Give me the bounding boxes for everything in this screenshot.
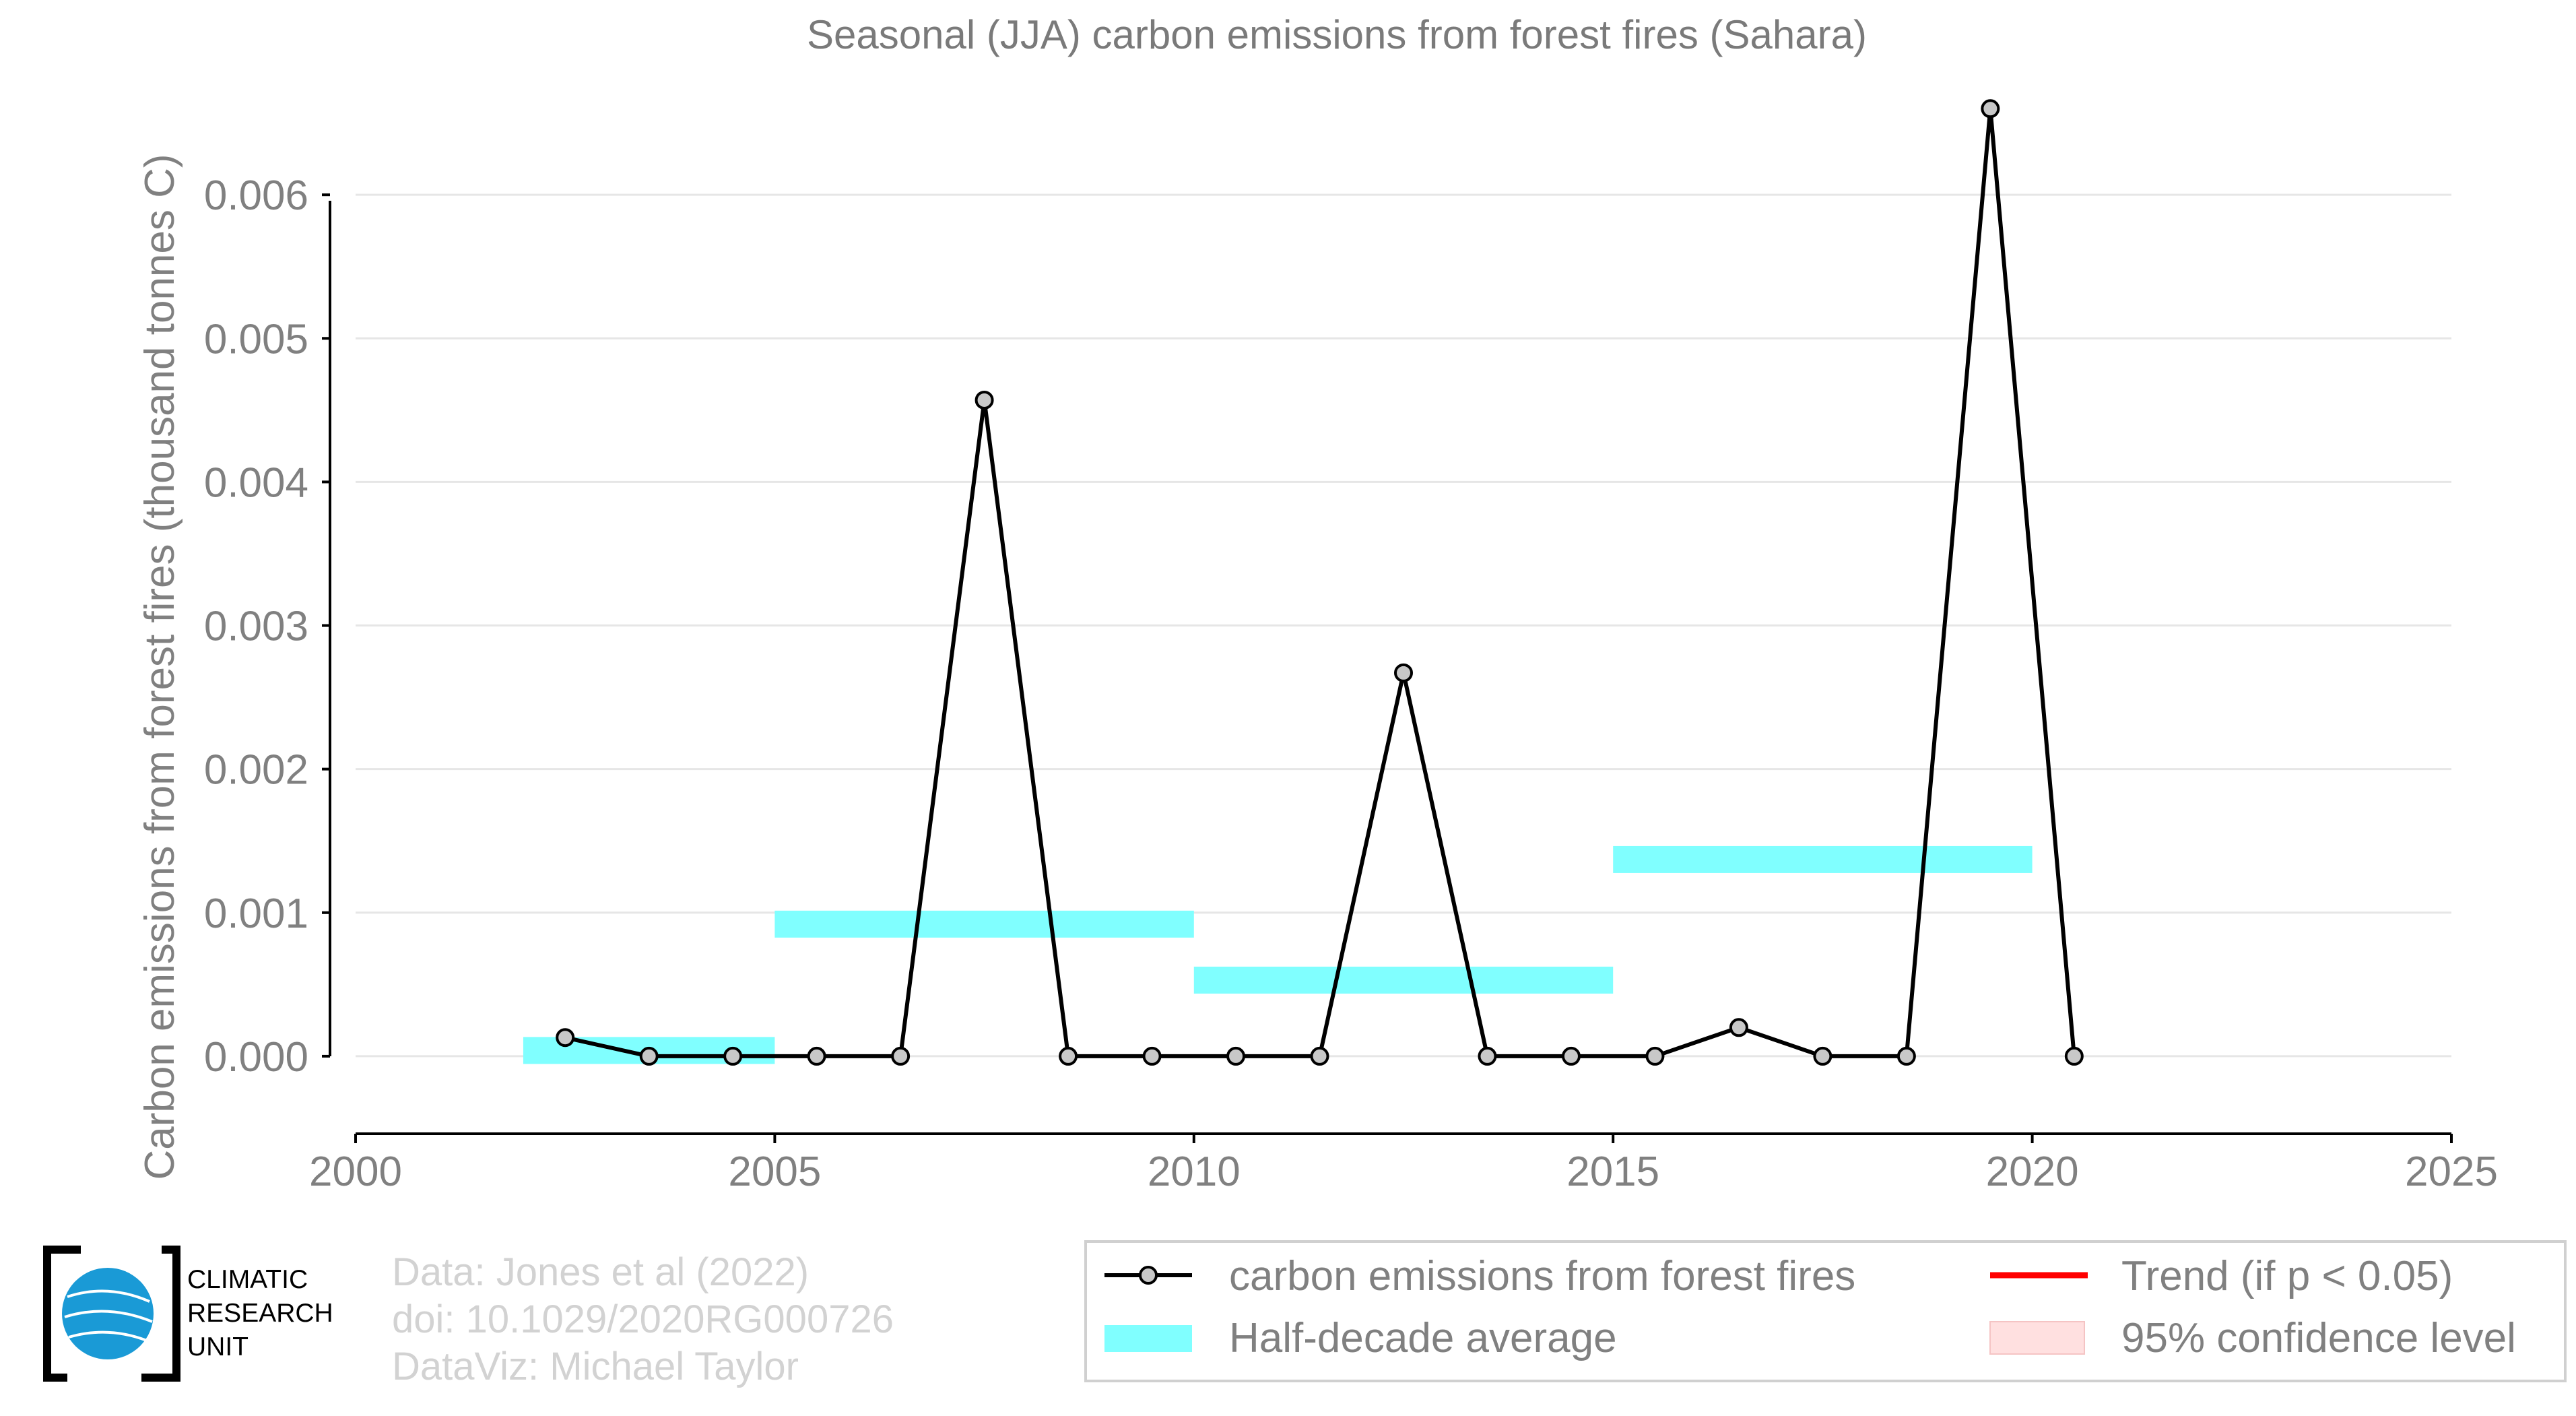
y-tick-label: 0.004 bbox=[204, 459, 308, 506]
legend-label-series: carbon emissions from forest fires bbox=[1229, 1253, 1855, 1299]
data-point bbox=[639, 1046, 659, 1066]
legend-label-trend: Trend (if p < 0.05) bbox=[2121, 1253, 2453, 1299]
chart-title: Seasonal (JJA) carbon emissions from for… bbox=[807, 12, 1867, 57]
half-decade-band bbox=[1613, 845, 2033, 873]
data-point bbox=[1896, 1046, 1916, 1066]
data-point bbox=[2064, 1046, 2084, 1066]
data-point bbox=[891, 1046, 911, 1066]
y-tick-label: 0.000 bbox=[204, 1034, 308, 1081]
logo-line-1: CLIMATIC bbox=[187, 1265, 308, 1294]
x-ticks: 2000 2005 2010 2015 2020 2025 bbox=[309, 1134, 2498, 1195]
half-decade-band bbox=[774, 910, 1194, 938]
logo-line-2: RESEARCH bbox=[187, 1299, 333, 1328]
x-tick-label: 2010 bbox=[1148, 1149, 1241, 1195]
data-point bbox=[1059, 1046, 1078, 1066]
logo-bracket-left bbox=[43, 1246, 81, 1382]
data-point bbox=[1478, 1046, 1497, 1066]
data-point bbox=[1729, 1018, 1748, 1037]
x-tick-label: 2025 bbox=[2405, 1149, 2498, 1195]
credit-dataviz: DataViz: Michael Taylor bbox=[392, 1345, 799, 1388]
logo-bracket-right bbox=[141, 1246, 180, 1382]
credit-doi: doi: 10.1029/2020RG000726 bbox=[392, 1297, 894, 1341]
data-point bbox=[1981, 99, 2000, 119]
half-decade-band bbox=[1193, 966, 1614, 994]
credit-data: Data: Jones et al (2022) bbox=[392, 1250, 809, 1294]
legend-ci-swatch bbox=[1989, 1321, 2085, 1355]
cru-logo: CLIMATIC RESEARCH UNIT bbox=[43, 1246, 333, 1382]
legend-frame bbox=[1084, 1240, 2567, 1382]
legend-series-marker bbox=[1139, 1266, 1158, 1285]
logo-line-3: UNIT bbox=[187, 1332, 249, 1361]
legend-label-band: Half-decade average bbox=[1229, 1315, 1617, 1361]
legend: carbon emissions from forest fires Trend… bbox=[1084, 1240, 2567, 1382]
data-point bbox=[807, 1046, 826, 1066]
y-tick-label: 0.002 bbox=[204, 747, 308, 794]
data-point bbox=[1310, 1046, 1329, 1066]
x-tick-label: 2020 bbox=[1986, 1149, 2079, 1195]
gridlines bbox=[356, 193, 2451, 1058]
y-tick-label: 0.006 bbox=[204, 172, 308, 219]
y-ticks: 0.000 0.001 0.002 0.003 0.004 0.005 0.006 bbox=[204, 172, 330, 1081]
x-tick-label: 2015 bbox=[1566, 1149, 1659, 1195]
legend-band-swatch bbox=[1104, 1325, 1192, 1352]
y-tick-label: 0.005 bbox=[204, 316, 308, 362]
data-point bbox=[723, 1046, 743, 1066]
legend-label-ci: 95% confidence level bbox=[2121, 1315, 2516, 1361]
data-point bbox=[1645, 1046, 1665, 1066]
data-point bbox=[975, 390, 994, 410]
y-tick-label: 0.003 bbox=[204, 604, 308, 650]
data-point bbox=[1142, 1046, 1162, 1066]
data-point bbox=[1813, 1046, 1832, 1066]
half-decade-bands bbox=[523, 845, 2033, 1064]
credits: Data: Jones et al (2022) doi: 10.1029/20… bbox=[392, 1250, 894, 1388]
globe-lines bbox=[64, 1289, 153, 1342]
data-point bbox=[556, 1028, 575, 1048]
y-tick-label: 0.001 bbox=[204, 891, 308, 937]
x-tick-label: 2000 bbox=[309, 1149, 402, 1195]
y-axis-label: Carbon emissions from forest fires (thou… bbox=[137, 154, 183, 1180]
x-tick-label: 2005 bbox=[728, 1149, 821, 1195]
data-point bbox=[1561, 1046, 1581, 1066]
data-point bbox=[1226, 1046, 1246, 1066]
series-group bbox=[556, 99, 2084, 1066]
data-point bbox=[1394, 663, 1413, 682]
